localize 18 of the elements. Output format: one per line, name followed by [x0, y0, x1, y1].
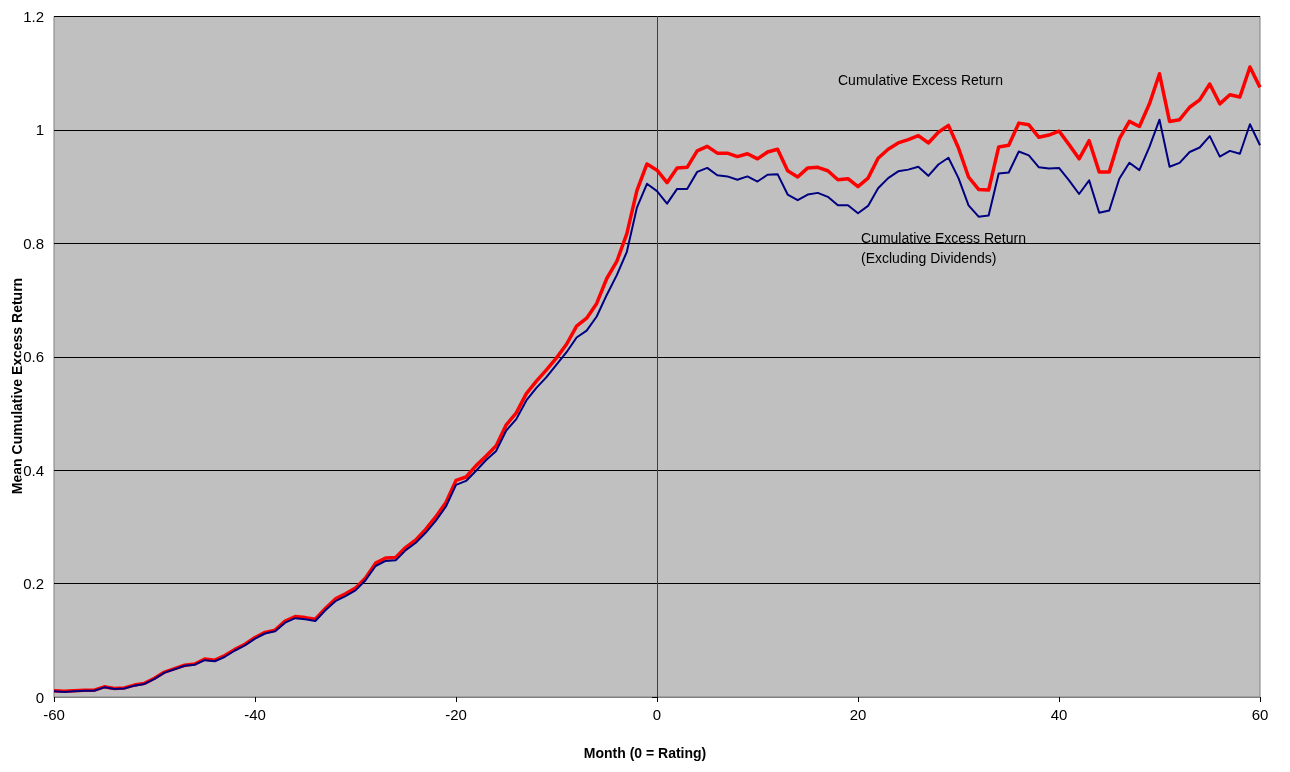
x-tick-label: -60	[43, 706, 65, 723]
y-tick-label: 0.4	[23, 461, 44, 479]
y-tick-label: 0.2	[23, 575, 44, 593]
x-tick-label: 0	[652, 706, 662, 723]
x-tick-label: 20	[849, 706, 867, 723]
y-tick-label: 0.6	[23, 348, 44, 366]
y-tick-label: 0.8	[23, 234, 44, 252]
y-tick-label: 1.2	[23, 8, 44, 25]
y-axis-title: Mean Cumulative Excess Return	[9, 277, 25, 495]
x-tick-label: 40	[1050, 706, 1068, 723]
x-tick-label: -40	[244, 706, 266, 723]
x-tick-label: -20	[445, 706, 467, 723]
x-tick-label: 60	[1251, 706, 1269, 723]
text: Cumulative Excess Return	[838, 72, 1003, 88]
y-tick-label: 1	[35, 121, 44, 139]
x-axis-title: Month (0 = Rating)	[583, 745, 707, 761]
series-label: Cumulative Excess Return (Excluding Dividends)	[861, 230, 1030, 266]
y-tick-label: 0	[35, 688, 44, 706]
